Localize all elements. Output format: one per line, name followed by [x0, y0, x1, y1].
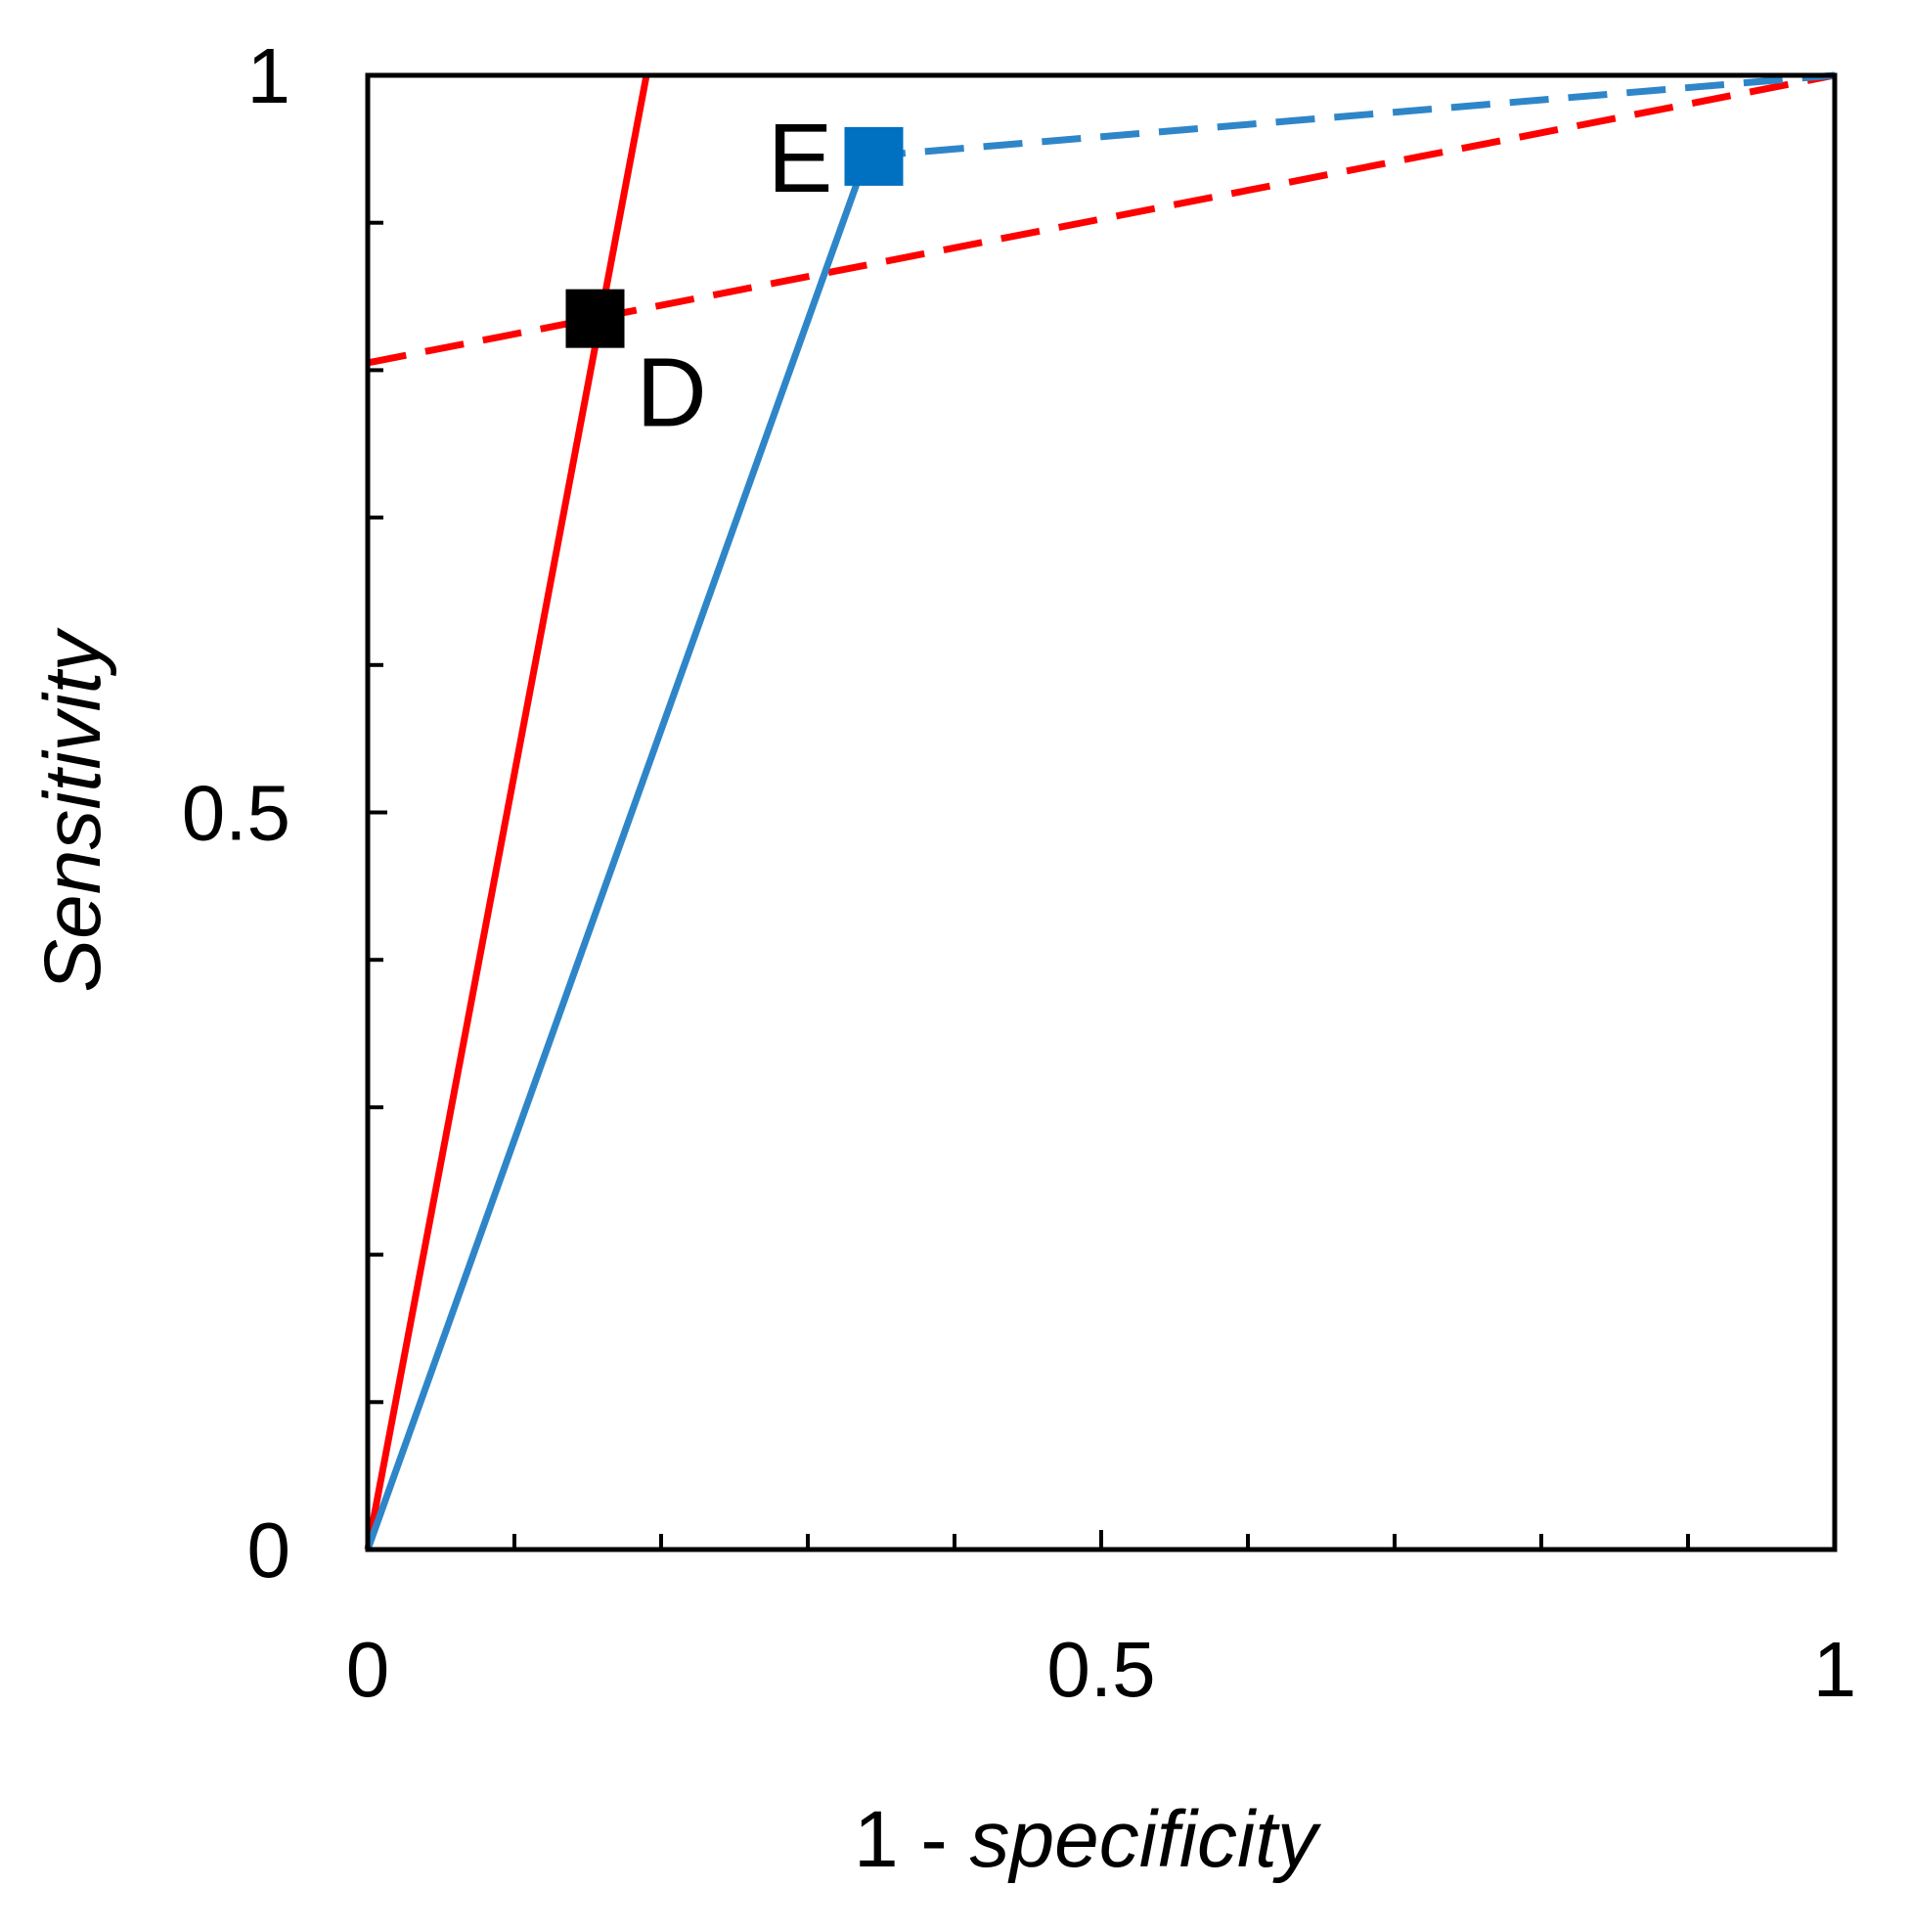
point-marker-E [844, 126, 904, 186]
tick-labels: 0 0.5 1 0 0.5 1 [182, 32, 1856, 1713]
series-line-blue-dashed [866, 71, 1836, 160]
x-tick-label: 1 [1813, 1626, 1857, 1713]
y-tick-label: 0.5 [182, 770, 290, 857]
x-tick-label: 0.5 [1046, 1626, 1155, 1713]
point-marker-D [565, 289, 625, 348]
x-axis-label-italic: specificity [970, 1795, 1322, 1884]
data-points: DE [565, 104, 904, 448]
y-tick-label: 1 [247, 32, 291, 119]
point-label-E: E [768, 104, 833, 213]
point-label-D: D [637, 338, 707, 448]
x-axis-label: 1 - specificity [854, 1795, 1322, 1884]
x-tick-label: 0 [346, 1626, 390, 1713]
series-line-blue-solid [364, 155, 870, 1551]
x-axis-label-prefix: 1 - [854, 1795, 969, 1884]
y-axis-label: Sensitivity [28, 626, 117, 992]
axis-ticks [368, 220, 1690, 1550]
y-tick-label: 0 [247, 1506, 291, 1594]
